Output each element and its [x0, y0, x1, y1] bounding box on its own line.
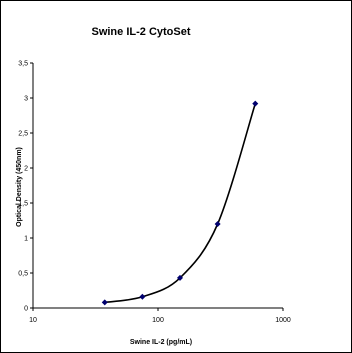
y-tick-label: 2	[24, 166, 28, 173]
chart-title: Swine IL-2 CytoSet	[91, 26, 190, 38]
data-point	[177, 274, 184, 281]
fit-curve	[104, 103, 257, 304]
x-axis-ticks: 10 100 1000	[29, 308, 291, 324]
y-tick-label: 1	[24, 236, 28, 243]
y-tick-label: 2,5	[18, 131, 28, 138]
y-tick-label: 1,5	[18, 201, 28, 208]
data-point	[101, 299, 108, 306]
x-axis-label: Swine IL-2 (pg/mL)	[130, 339, 192, 346]
x-tick-label: 1000	[275, 317, 291, 324]
axes	[32, 63, 283, 309]
y-axis-ticks: 0 0,5 1 1,5 2 2,5 3 3,5	[18, 61, 33, 313]
y-tick-label: 0	[24, 306, 28, 313]
data-point	[139, 293, 146, 300]
x-tick-label: 10	[29, 317, 37, 324]
y-tick-label: 3,5	[18, 61, 28, 68]
data-points-layer	[101, 100, 259, 306]
x-tick-label: 100	[152, 317, 164, 324]
y-axis-label: Optical Density (450nm)	[16, 147, 23, 227]
y-tick-label: 0,5	[18, 271, 28, 278]
data-point	[252, 100, 259, 107]
fit-curve-layer	[104, 103, 257, 304]
y-tick-label: 3	[24, 96, 28, 103]
data-point	[214, 221, 221, 227]
